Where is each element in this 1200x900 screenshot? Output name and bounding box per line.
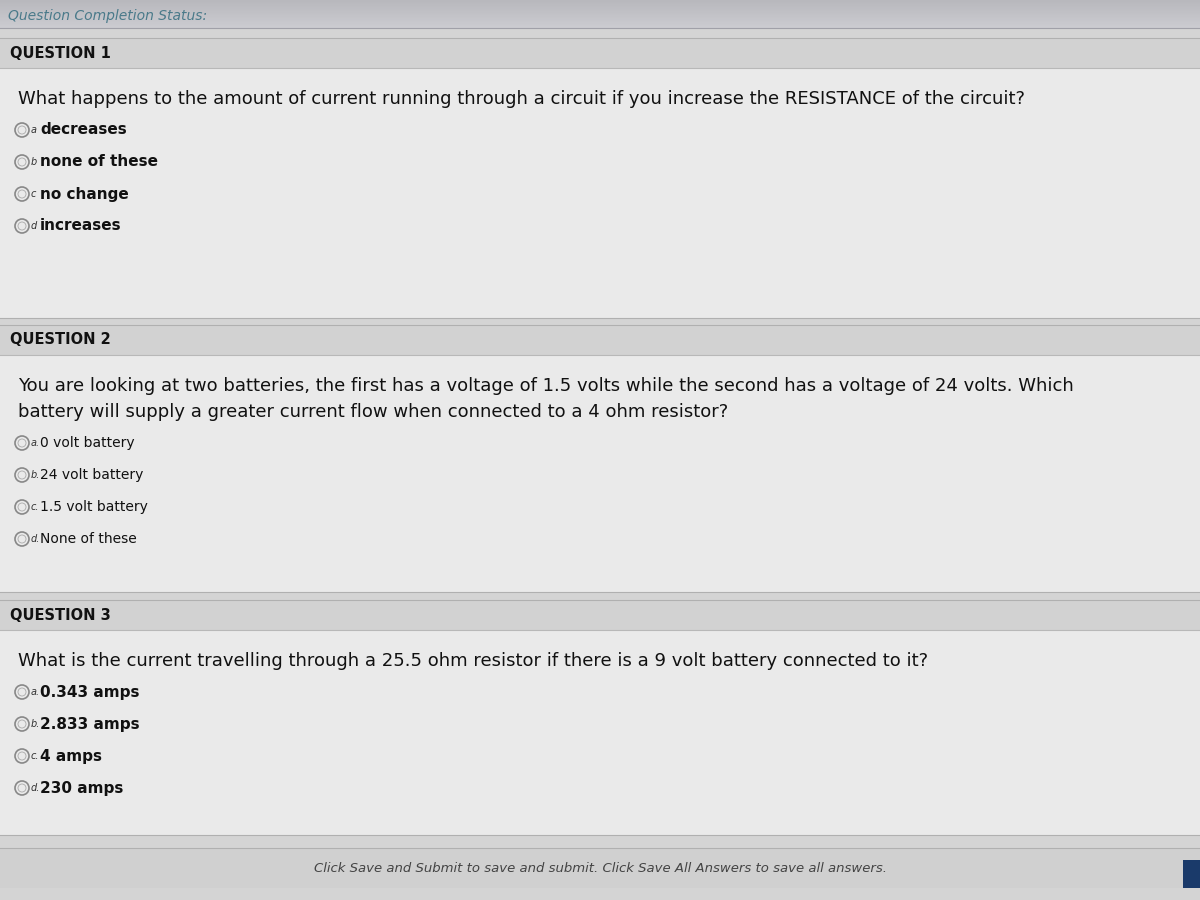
Bar	[0, 4, 1200, 5]
Bar	[1183, 860, 1200, 888]
Text: decreases: decreases	[40, 122, 127, 138]
Text: none of these: none of these	[40, 155, 158, 169]
Text: d.: d.	[31, 783, 41, 793]
Bar	[0, 19, 1200, 20]
Text: c.: c.	[31, 502, 40, 512]
Text: no change: no change	[40, 186, 128, 202]
Text: 230 amps: 230 amps	[40, 780, 124, 796]
Bar	[0, 13, 1200, 14]
Bar	[0, 355, 1200, 592]
Bar	[0, 25, 1200, 26]
Text: 4 amps: 4 amps	[40, 749, 102, 763]
Bar	[0, 38, 1200, 68]
Text: 0.343 amps: 0.343 amps	[40, 685, 139, 699]
Bar	[0, 23, 1200, 24]
Bar	[0, 848, 1200, 888]
Text: a: a	[31, 125, 37, 135]
Bar	[0, 22, 1200, 23]
Bar	[0, 9, 1200, 10]
Text: c: c	[31, 189, 36, 199]
Text: b.: b.	[31, 470, 41, 480]
Text: d: d	[31, 221, 37, 231]
Bar	[0, 68, 1200, 318]
Text: Click Save and Submit to save and submit. Click Save All Answers to save all ans: Click Save and Submit to save and submit…	[313, 861, 887, 875]
Text: 2.833 amps: 2.833 amps	[40, 716, 139, 732]
Bar	[0, 20, 1200, 21]
Text: d.: d.	[31, 534, 41, 544]
Bar	[0, 16, 1200, 17]
Bar	[0, 27, 1200, 28]
Bar	[0, 630, 1200, 835]
Text: a.: a.	[31, 438, 40, 448]
Bar	[0, 18, 1200, 19]
Bar	[0, 15, 1200, 16]
Text: b: b	[31, 157, 37, 167]
Text: QUESTION 2: QUESTION 2	[10, 332, 110, 347]
Bar	[0, 17, 1200, 18]
Text: 24 volt battery: 24 volt battery	[40, 468, 143, 482]
Bar	[0, 8, 1200, 9]
Bar	[0, 325, 1200, 355]
Bar	[0, 3, 1200, 4]
Bar	[0, 26, 1200, 27]
Bar	[0, 600, 1200, 630]
Text: What is the current travelling through a 25.5 ohm resistor if there is a 9 volt : What is the current travelling through a…	[18, 652, 928, 670]
Text: battery will supply a greater current flow when connected to a 4 ohm resistor?: battery will supply a greater current fl…	[18, 403, 728, 421]
Text: QUESTION 1: QUESTION 1	[10, 46, 110, 60]
Text: increases: increases	[40, 219, 121, 233]
Bar	[0, 11, 1200, 12]
Text: QUESTION 3: QUESTION 3	[10, 608, 110, 623]
Bar	[0, 21, 1200, 22]
Bar	[0, 6, 1200, 7]
Bar	[0, 14, 1200, 15]
Text: 1.5 volt battery: 1.5 volt battery	[40, 500, 148, 514]
Bar	[0, 24, 1200, 25]
Text: c.: c.	[31, 751, 40, 761]
Bar	[0, 12, 1200, 13]
Bar	[0, 2, 1200, 3]
Bar	[0, 0, 1200, 1]
Bar	[0, 10, 1200, 11]
Text: Question Completion Status:: Question Completion Status:	[8, 9, 208, 23]
Text: a.: a.	[31, 687, 40, 697]
Text: What happens to the amount of current running through a circuit if you increase : What happens to the amount of current ru…	[18, 90, 1025, 108]
Bar	[0, 7, 1200, 8]
Bar	[0, 5, 1200, 6]
Text: You are looking at two batteries, the first has a voltage of 1.5 volts while the: You are looking at two batteries, the fi…	[18, 377, 1074, 395]
Text: None of these: None of these	[40, 532, 137, 546]
Text: b.: b.	[31, 719, 41, 729]
Bar	[0, 1, 1200, 2]
Text: 0 volt battery: 0 volt battery	[40, 436, 134, 450]
